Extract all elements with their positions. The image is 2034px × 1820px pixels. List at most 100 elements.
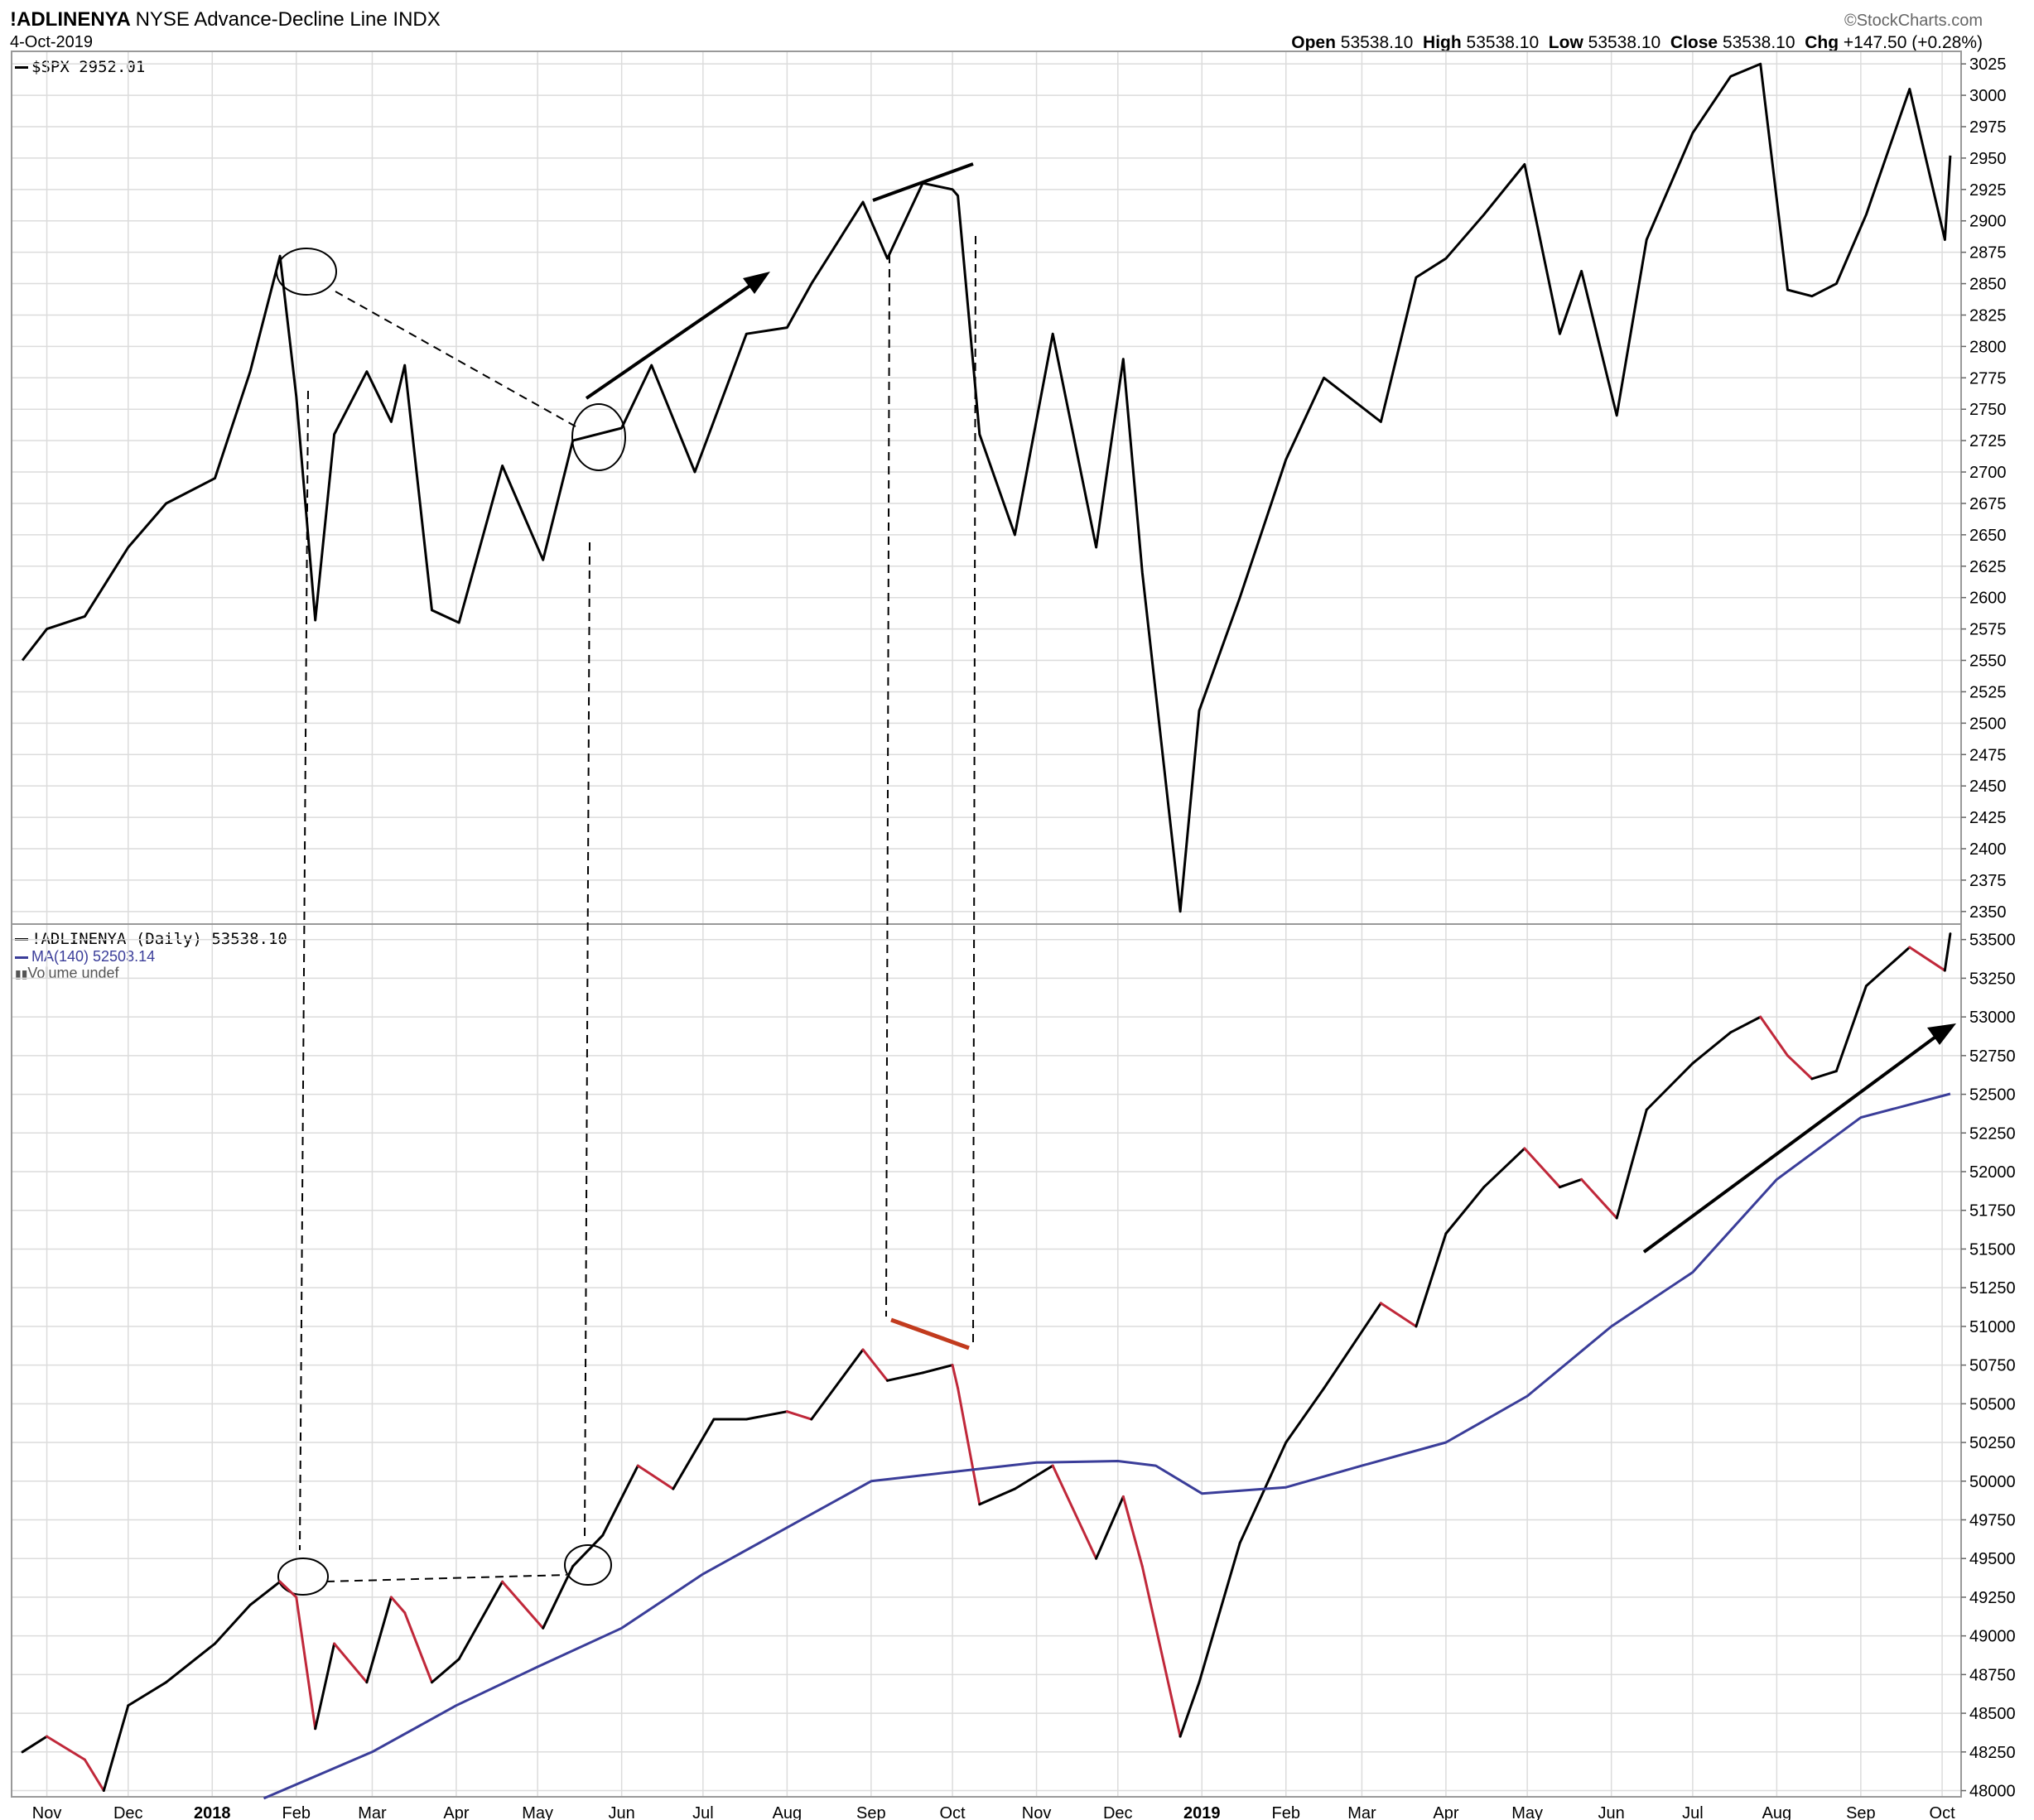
- circle-may-adl: [564, 1544, 612, 1586]
- adl-line-segment: [1786, 1054, 1814, 1081]
- y-tick-label: 2875: [1969, 244, 2007, 262]
- circle-jan-peak-adl: [277, 1558, 329, 1596]
- x-tick-label: Dec: [1103, 1804, 1133, 1820]
- adl-line-segment: [1615, 1108, 1648, 1220]
- y-tick-label: 49250: [1969, 1589, 2016, 1607]
- x-tick-label: Nov: [1022, 1804, 1052, 1820]
- legend-spx-label: $SPX 2952.01: [31, 58, 146, 76]
- x-tick-label: May: [1511, 1804, 1543, 1820]
- legend-ma-label: MA(140) 52503.14: [31, 948, 156, 965]
- y-tick-label: 2950: [1969, 150, 2007, 168]
- x-tick-label: Apr: [1433, 1804, 1458, 1820]
- adl-line-segment: [1810, 1070, 1838, 1081]
- dash-adl-flat: [325, 1574, 567, 1582]
- y-tick-label: 2450: [1969, 778, 2007, 796]
- adl-line-segment: [457, 1580, 504, 1661]
- adl-line-segment: [365, 1596, 393, 1684]
- close-label: Close: [1670, 33, 1718, 52]
- annotations: [276, 162, 1956, 1596]
- chart-symbol: !ADLINENYA NYSE Advance-Decline Line IND…: [10, 8, 441, 31]
- y-tick-label: 2825: [1969, 306, 2007, 325]
- x-tick-label: Dec: [113, 1804, 143, 1820]
- x-tick-label: 2019: [1183, 1804, 1221, 1820]
- y-tick-label: 48500: [1969, 1705, 2016, 1723]
- adl-trend-arrow-shaft: [1642, 1033, 1940, 1254]
- y-tick-label: 2800: [1969, 338, 2007, 356]
- adl-line-segment: [403, 1611, 433, 1684]
- y-tick-label: 50750: [1969, 1357, 2016, 1375]
- y-tick-label: 2625: [1969, 558, 2007, 576]
- x-tick-label: Apr: [443, 1804, 469, 1820]
- adl-line-segment: [745, 1410, 788, 1421]
- adl-line-segment: [295, 1596, 317, 1731]
- adl-line-segment: [389, 1596, 407, 1615]
- x-tick-label: Oct: [940, 1804, 966, 1820]
- y-tick-label: 2375: [1969, 872, 2007, 890]
- adl-line-segment: [1691, 1031, 1733, 1065]
- y-tick-label: 52500: [1969, 1086, 2016, 1105]
- adl-line-segment: [1729, 1015, 1762, 1034]
- open-value: 53538.10: [1340, 33, 1414, 52]
- adl-line-segment: [1908, 946, 1946, 972]
- ohlc-readout: Open 53538.10 High 53538.10 Low 53538.10…: [1291, 33, 1983, 53]
- adl-line-segment: [542, 1565, 575, 1630]
- adl-line-segment: [127, 1681, 168, 1707]
- adl-line-segment: [1238, 1441, 1288, 1545]
- y-tick-label: 51250: [1969, 1279, 2016, 1298]
- symbol-exchange: INDX: [393, 8, 441, 31]
- adl-line-segment: [921, 1364, 954, 1375]
- close-value: 53538.10: [1722, 33, 1795, 52]
- adl-line-segment: [951, 1364, 960, 1390]
- x-tick-label: Sep: [1846, 1804, 1876, 1820]
- adl-line-segment: [1013, 1464, 1054, 1490]
- x-tick-label: Jun: [1598, 1804, 1625, 1820]
- y-tick-label: 3000: [1969, 87, 2007, 105]
- adl-line-segment: [885, 1371, 924, 1382]
- adl-line-segment: [672, 1418, 716, 1490]
- adl-line-segment: [1482, 1147, 1526, 1189]
- adl-line-segment: [785, 1410, 813, 1421]
- adl-lower-high-line: [890, 1317, 970, 1351]
- y-tick-label: 2675: [1969, 495, 2007, 513]
- high-label: High: [1423, 33, 1462, 52]
- adl-line-segment: [102, 1704, 130, 1793]
- y-tick-label: 2575: [1969, 621, 2007, 639]
- y-tick-label: 2500: [1969, 715, 2007, 733]
- brand-link[interactable]: ©StockCharts.com: [1844, 12, 1983, 30]
- chg-value: +147.50 (+0.28%): [1843, 33, 1983, 52]
- spx-arrow-head-icon: [743, 272, 770, 294]
- adl-line-segment: [810, 1348, 865, 1421]
- adl-line-segment: [501, 1580, 545, 1630]
- adl-line-segment: [165, 1642, 217, 1684]
- spx-trend-arrow-shaft: [585, 282, 755, 400]
- y-tick-label: 53500: [1969, 932, 2016, 950]
- adl-line-segment: [571, 1534, 605, 1568]
- x-tick-label: Aug: [773, 1804, 803, 1820]
- y-axis-spx: 2350 2375 2400 2425 2450 2475 2500 2525 2550 2575…: [1961, 55, 2007, 922]
- adl-line-segment: [1198, 1542, 1241, 1684]
- legend-ma-swatch: [15, 956, 28, 959]
- y-tick-label: 2850: [1969, 276, 2007, 294]
- y-tick-label: 51500: [1969, 1240, 2016, 1259]
- open-label: Open: [1291, 33, 1336, 52]
- chart-frame: [11, 51, 1962, 1798]
- x-tick-label: 2018: [194, 1804, 231, 1820]
- y-tick-label: 49500: [1969, 1550, 2016, 1568]
- x-tick-label: Oct: [1930, 1804, 1956, 1820]
- y-tick-label: 51750: [1969, 1202, 2016, 1221]
- adl-panel-border: [11, 923, 1962, 1798]
- adl-line-segment: [21, 1735, 49, 1754]
- y-tick-label: 53250: [1969, 970, 2016, 988]
- chart-date: 4-Oct-2019: [10, 33, 94, 51]
- legend-ma: MA(140) 52503.14: [15, 948, 155, 965]
- y-tick-label: 2525: [1969, 683, 2007, 701]
- adl-line-segment: [214, 1603, 252, 1645]
- y-axis-adl: 48000 48250 48500 48750 49000 49250 49500 49750…: [1961, 932, 2016, 1801]
- x-tick-label: Nov: [32, 1804, 62, 1820]
- y-tick-label: 2925: [1969, 181, 2007, 200]
- ma140-line: [263, 1092, 1951, 1800]
- adl-line-segment: [83, 1758, 105, 1793]
- circle-jan-peak-spx: [276, 248, 337, 296]
- y-tick-label: 2475: [1969, 746, 2007, 764]
- adl-line-segment: [1379, 1302, 1418, 1328]
